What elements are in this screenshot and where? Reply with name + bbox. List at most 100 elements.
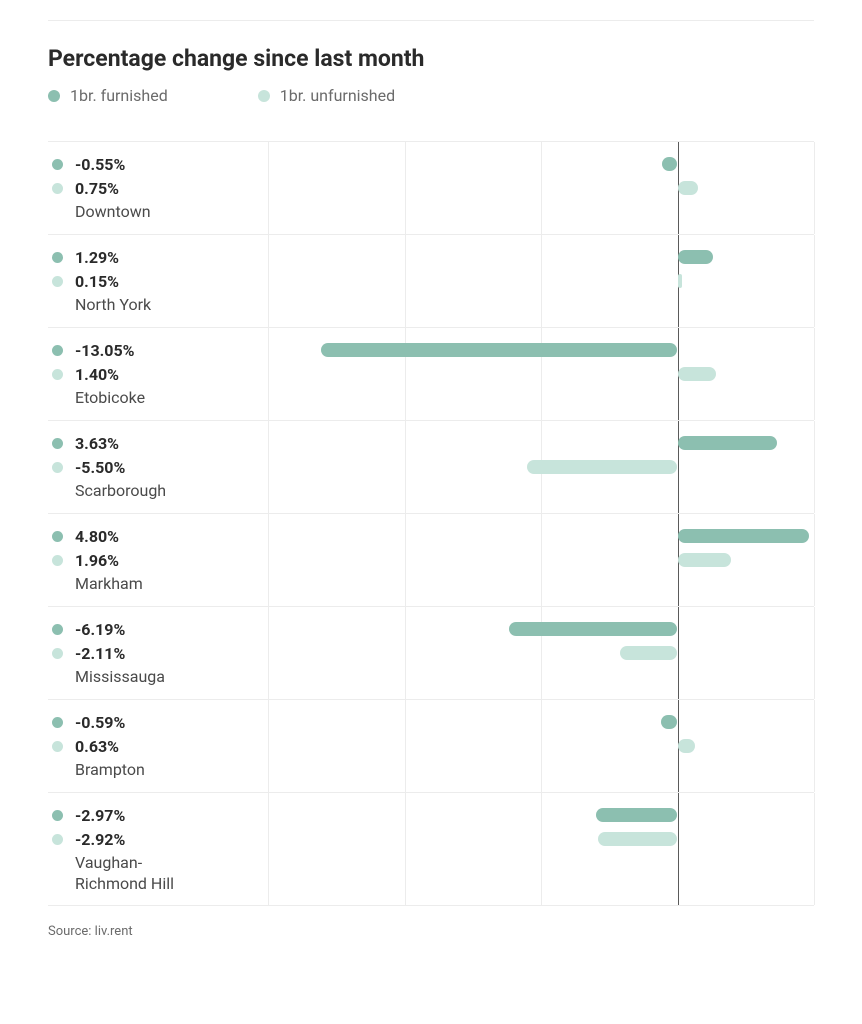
dot-furnished [52,438,63,449]
value-furnished: 1.29% [75,248,119,267]
location-label: Scarborough [75,481,268,502]
row-left: 1.29% 0.15% North York [48,245,268,317]
dot-unfurnished [52,369,63,380]
value-line-furnished: -13.05% [52,338,268,362]
row-bars [268,338,814,410]
dot-furnished [52,252,63,263]
dot-unfurnished [52,183,63,194]
value-line-unfurnished: 1.96% [52,548,268,572]
row-left: -0.59%0.63%Brampton [48,710,268,782]
dot-unfurnished [52,741,63,752]
bar-furnished [678,250,713,264]
dot-furnished [52,345,63,356]
value-line-furnished: 4.80% [52,524,268,548]
value-line-furnished: 3.63% [52,431,268,455]
row-bars [268,245,814,317]
value-furnished: -6.19% [75,620,125,639]
gridline [814,514,815,606]
dot-furnished [52,624,63,635]
location-label: Vaughan- Richmond Hill [75,853,268,895]
bar-furnished [509,622,678,636]
row-left: -0.55%0.75%Downtown [48,152,268,224]
row-left: -2.97% -2.92% Vaughan- Richmond Hill [48,803,268,895]
legend-dot-unfurnished [258,90,270,102]
dot-unfurnished [52,462,63,473]
legend-label-furnished: 1br. furnished [70,86,168,105]
row-bars [268,152,814,224]
dot-furnished [52,531,63,542]
gridline [814,328,815,420]
value-unfurnished: -5.50% [75,458,125,477]
bar-unfurnished [678,739,695,753]
dot-unfurnished [52,648,63,659]
chart-row: -2.97% -2.92% Vaughan- Richmond Hill [48,793,814,906]
chart-row: 4.80% 1.96% Markham [48,514,814,607]
legend-item-unfurnished: 1br. unfurnished [258,86,395,105]
location-label: Downtown [75,202,268,223]
chart-area: -0.55%0.75%Downtown1.29%0.15%North York-… [48,141,814,906]
value-line-unfurnished: -2.11% [52,641,268,665]
value-unfurnished: -2.92% [75,830,125,849]
row-left: 4.80% 1.96% Markham [48,524,268,596]
bar-unfurnished [678,181,698,195]
chart-row: -13.05%1.40%Etobicoke [48,328,814,421]
value-unfurnished: 1.96% [75,551,119,570]
bar-unfurnished [598,832,678,846]
gridline [814,700,815,792]
gridline [814,235,815,327]
value-line-unfurnished: -5.50% [52,455,268,479]
gridline [814,421,815,513]
bar-unfurnished-track [268,548,814,572]
bar-furnished-track [268,710,814,734]
location-label: Markham [75,574,268,595]
value-line-furnished: -2.97% [52,803,268,827]
value-line-furnished: -6.19% [52,617,268,641]
value-furnished: 3.63% [75,434,119,453]
legend-dot-furnished [48,90,60,102]
chart-source: Source: liv.rent [48,924,814,939]
gridline [814,607,815,699]
chart-row: -6.19%-2.11%Mississauga [48,607,814,700]
gridline [814,142,815,234]
bar-furnished-track [268,617,814,641]
bar-unfurnished-track [268,455,814,479]
row-bars [268,617,814,689]
bar-furnished [321,343,677,357]
bar-furnished [678,529,809,543]
bar-furnished-track [268,803,814,827]
legend-label-unfurnished: 1br. unfurnished [280,86,395,105]
bar-unfurnished-track [268,734,814,758]
bar-unfurnished [678,274,682,288]
row-bars [268,524,814,596]
bar-unfurnished [527,460,677,474]
value-unfurnished: 0.15% [75,272,119,291]
row-left: 3.63% -5.50% Scarborough [48,431,268,503]
dot-unfurnished [52,555,63,566]
row-left: -6.19%-2.11%Mississauga [48,617,268,689]
value-unfurnished: -2.11% [75,644,125,663]
value-line-furnished: 1.29% [52,245,268,269]
dot-furnished [52,717,63,728]
bar-unfurnished [678,553,732,567]
value-furnished: -0.59% [75,713,125,732]
value-unfurnished: 0.63% [75,737,119,756]
bar-furnished [661,715,677,729]
chart-row: -0.59%0.63%Brampton [48,700,814,793]
bar-unfurnished-track [268,641,814,665]
value-furnished: -2.97% [75,806,125,825]
bar-furnished-track [268,431,814,455]
row-bars [268,431,814,503]
value-unfurnished: 0.75% [75,179,119,198]
bar-unfurnished [678,367,716,381]
legend-item-furnished: 1br. furnished [48,86,168,105]
location-label: North York [75,295,268,316]
divider-top [48,20,814,21]
dot-unfurnished [52,834,63,845]
bar-furnished-track [268,245,814,269]
bar-unfurnished-track [268,362,814,386]
dot-furnished [52,159,63,170]
chart-title: Percentage change since last month [48,45,814,72]
bar-furnished-track [268,338,814,362]
row-left: -13.05%1.40%Etobicoke [48,338,268,410]
bar-furnished-track [268,524,814,548]
